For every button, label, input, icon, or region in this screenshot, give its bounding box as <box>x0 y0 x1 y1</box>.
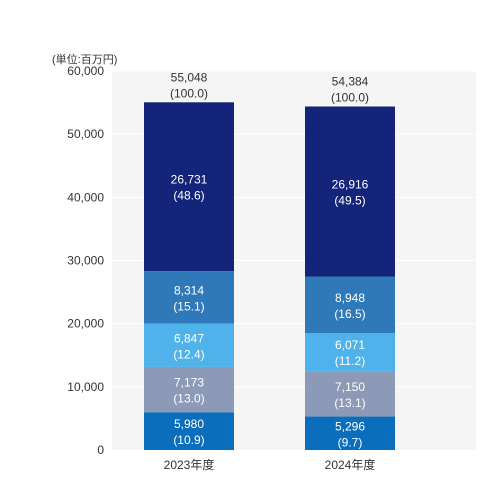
segment-value-label: 26,731 <box>171 173 208 187</box>
segment-percent-label: (13.1) <box>334 396 365 410</box>
segment-value-label: 7,173 <box>174 376 204 390</box>
segment-percent-label: (10.9) <box>173 433 204 447</box>
segment-percent-label: (49.5) <box>334 194 365 208</box>
bar-segment <box>305 416 395 450</box>
segment-percent-label: (9.7) <box>338 435 363 449</box>
y-axis-ticks: 0 10,000 20,000 30,000 40,000 50,000 60,000 <box>67 64 104 457</box>
bar-segment <box>144 102 234 272</box>
segment-value-label: 7,150 <box>335 380 365 394</box>
bar-segment <box>144 412 234 450</box>
bar-segment <box>144 366 234 413</box>
segment-percent-label: (15.1) <box>173 299 204 313</box>
x-category-label: 2024年度 <box>325 457 376 472</box>
segment-percent-label: (11.2) <box>335 354 365 368</box>
segment-value-label: 5,980 <box>174 417 204 431</box>
bar-segment <box>144 271 234 324</box>
y-tick-label: 10,000 <box>67 380 104 394</box>
segment-percent-label: (16.5) <box>334 307 365 321</box>
bar-segment <box>305 106 395 277</box>
segment-percent-label: (48.6) <box>173 189 204 203</box>
data-labels: 5,980 (10.9) 7,173 (13.0) 6,847 (12.4) 8,314 (1… <box>170 70 369 449</box>
unit-label: (単位:百万円) <box>52 52 117 66</box>
segment-value-label: 26,916 <box>332 178 369 192</box>
segment-value-label: 5,296 <box>335 419 365 433</box>
y-tick-label: 0 <box>97 443 104 457</box>
bar-segment <box>305 333 395 372</box>
bar-segment <box>305 371 395 417</box>
segment-value-label: 8,948 <box>335 291 365 305</box>
bars <box>144 102 395 450</box>
total-percent-label: (100.0) <box>170 86 208 100</box>
x-category-label: 2023年度 <box>164 457 215 472</box>
y-tick-label: 30,000 <box>67 254 104 268</box>
total-value-label: 55,048 <box>171 70 208 84</box>
x-axis-categories: 2023年度 2024年度 <box>164 457 376 472</box>
y-tick-label: 40,000 <box>67 190 104 204</box>
total-value-label: 54,384 <box>332 74 369 88</box>
segment-value-label: 6,071 <box>335 338 365 352</box>
y-tick-label: 20,000 <box>67 317 104 331</box>
total-percent-label: (100.0) <box>331 90 369 104</box>
segment-value-label: 8,314 <box>174 283 204 297</box>
bar-segment <box>144 323 234 367</box>
bar-segment <box>305 276 395 334</box>
segment-percent-label: (12.4) <box>173 347 204 361</box>
y-tick-label: 50,000 <box>67 127 104 141</box>
segment-percent-label: (13.0) <box>173 392 204 406</box>
segment-value-label: 6,847 <box>174 331 204 345</box>
y-tick-label: 60,000 <box>67 64 104 78</box>
